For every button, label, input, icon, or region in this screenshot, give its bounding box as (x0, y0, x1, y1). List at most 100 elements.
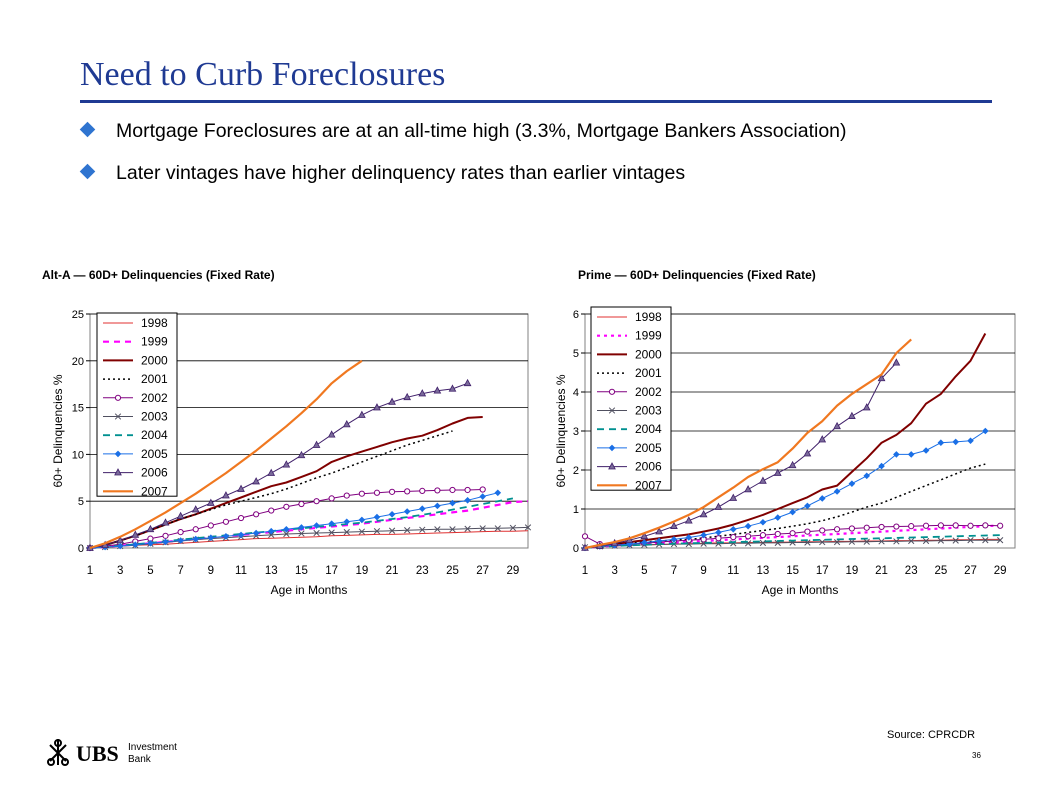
data-point (877, 373, 886, 382)
data-point (759, 518, 767, 526)
data-point (192, 526, 199, 533)
data-point (358, 490, 365, 497)
series-2000 (584, 333, 987, 549)
series-line (89, 497, 514, 549)
x-tick-label: 11 (235, 565, 247, 577)
legend-marker (114, 413, 122, 420)
legend-label: 2007 (635, 478, 662, 492)
data-point (937, 537, 945, 544)
data-point (922, 447, 930, 454)
data-point (878, 523, 885, 531)
series-2004 (584, 534, 1001, 549)
data-point (283, 503, 290, 510)
data-point (131, 530, 140, 538)
x-tick-label: 21 (875, 565, 888, 577)
data-point (789, 530, 796, 537)
data-point (253, 511, 260, 518)
y-tick-label: 0 (78, 543, 84, 555)
legend-label: 1998 (141, 316, 168, 330)
legend-marker (608, 462, 616, 470)
series-2006 (581, 358, 901, 551)
data-point (464, 496, 471, 504)
data-point (433, 386, 442, 394)
data-point (161, 518, 170, 526)
data-point (162, 538, 169, 546)
x-tick-label: 13 (265, 565, 278, 577)
x-tick-label: 9 (208, 565, 214, 577)
data-point (342, 419, 351, 428)
legend-label: 2000 (635, 347, 662, 361)
data-point (298, 524, 305, 531)
data-point (388, 488, 396, 495)
x-tick-label: 17 (325, 565, 338, 577)
data-point (581, 533, 589, 540)
x-tick-label: 5 (147, 565, 153, 577)
x-axis-label: Age in Months (762, 583, 839, 597)
data-point (449, 499, 456, 507)
slide-title: Need to Curb Foreclosures (80, 56, 446, 93)
y-tick-label: 2 (573, 465, 579, 477)
bullet-item: Later vintages have higher delinquency r… (79, 160, 980, 187)
legend-label: 1999 (635, 329, 662, 343)
data-point (982, 427, 989, 435)
x-tick-label: 19 (845, 565, 858, 577)
legend-label: 2007 (141, 484, 168, 498)
data-point (848, 480, 856, 487)
data-point (804, 502, 811, 510)
legend-label: 2000 (141, 353, 168, 367)
y-axis-label: 60+ Delinquencies % (554, 374, 568, 487)
data-point (937, 522, 944, 529)
series-line (89, 416, 483, 549)
series-2001 (584, 463, 986, 549)
y-tick-label: 15 (72, 403, 84, 415)
data-point (878, 462, 885, 470)
x-tick-label: 15 (295, 565, 308, 577)
data-point (922, 522, 930, 529)
data-point (268, 507, 275, 514)
data-point (449, 526, 456, 533)
legend: 1998 1999 2000 2001 2002 2003 2004 2005 2006 2007 (96, 312, 178, 498)
legend-label: 2005 (635, 441, 662, 455)
legend-box (590, 306, 672, 491)
data-point (176, 511, 185, 519)
legend-marker (114, 468, 122, 476)
y-axis-label: 60+ Delinquencies % (51, 374, 65, 487)
legend-label: 2003 (141, 410, 168, 424)
data-point (982, 522, 989, 529)
data-point (297, 450, 306, 459)
data-point (206, 498, 215, 506)
series-line (584, 333, 987, 549)
data-point (967, 522, 974, 529)
bullet-text: Mortgage Foreclosures are at an all-time… (116, 120, 847, 142)
data-point (192, 535, 200, 543)
data-point (967, 437, 974, 445)
data-point (804, 528, 811, 535)
data-point (252, 477, 261, 485)
data-point (404, 488, 411, 495)
ubs-keys-logo-icon: UBS Investment Bank (47, 739, 177, 766)
legend-label: 1998 (635, 310, 662, 324)
legend-marker (114, 394, 122, 401)
data-point (358, 528, 366, 535)
data-point (328, 495, 335, 502)
data-point (907, 451, 915, 458)
data-point (312, 440, 321, 448)
data-point (237, 531, 245, 539)
data-point (283, 530, 290, 538)
data-point (700, 540, 707, 547)
legend-label: 2001 (635, 366, 662, 380)
data-point (908, 523, 915, 530)
data-point (343, 528, 350, 536)
data-point (463, 378, 472, 387)
data-point (252, 529, 260, 537)
series-line (584, 534, 1001, 549)
x-tick-label: 15 (786, 565, 799, 577)
x-tick-label: 25 (934, 565, 947, 577)
data-point (343, 518, 351, 526)
data-point (283, 525, 290, 533)
data-point (328, 520, 335, 527)
data-point (237, 484, 245, 492)
data-point (222, 491, 230, 499)
y-tick-label: 5 (78, 496, 84, 508)
legend-label: 2006 (141, 466, 168, 480)
